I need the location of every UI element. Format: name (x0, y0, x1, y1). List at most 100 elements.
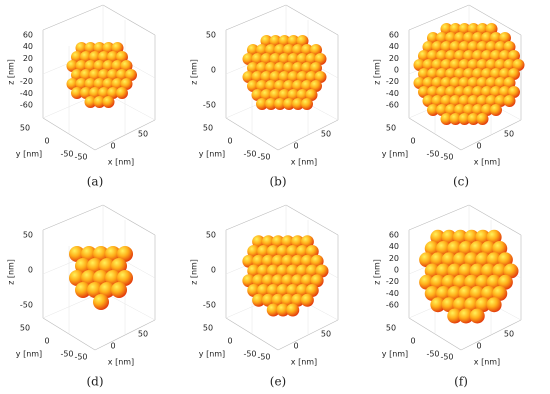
x-axis-label: x [nm] (291, 158, 317, 167)
sphere (300, 293, 314, 307)
sphere (247, 264, 261, 278)
sphere (497, 252, 513, 268)
sphere (260, 71, 273, 83)
sphere (458, 308, 474, 324)
sphere (447, 241, 463, 256)
sphere (265, 62, 277, 74)
x-tick-label: -50 (74, 153, 87, 162)
sphere (475, 252, 491, 268)
axis-line (468, 4, 522, 36)
sphere (424, 263, 440, 279)
sphere (305, 245, 319, 258)
sphere (419, 252, 435, 268)
sphere (485, 59, 498, 71)
sphere (431, 77, 444, 89)
sphere (283, 62, 295, 74)
sphere (296, 53, 309, 65)
sphere (125, 69, 137, 81)
sphere (494, 95, 507, 107)
sphere (256, 62, 268, 74)
axis-line (468, 204, 522, 236)
z-tick-label: -20 (386, 277, 399, 286)
z-tick-label: 0 (211, 266, 216, 275)
sphere (274, 98, 286, 110)
sphere (251, 53, 264, 65)
sphere (476, 41, 489, 53)
sphere (256, 80, 268, 92)
sphere (430, 252, 446, 268)
y-tick-label: 50 (203, 324, 213, 333)
sphere (305, 53, 318, 65)
sphere (274, 80, 286, 92)
sphere (449, 113, 462, 125)
sphere (111, 282, 127, 298)
sphere (276, 303, 290, 317)
sphere (431, 41, 444, 53)
sphere (80, 51, 92, 63)
sphere (436, 86, 448, 98)
sphere (242, 274, 256, 288)
sphere (452, 252, 468, 268)
y-tick-label: -50 (60, 350, 73, 359)
sphere (476, 77, 489, 89)
sphere (98, 87, 110, 99)
sphere (447, 286, 463, 301)
sphere (84, 78, 97, 90)
sphere (242, 71, 255, 83)
sphere (422, 77, 435, 89)
z-tick-label: 50 (206, 231, 216, 240)
sphere (503, 95, 516, 107)
sphere (87, 258, 103, 274)
sphere (472, 104, 484, 116)
x-tick-label: 50 (138, 130, 148, 139)
sphere (449, 23, 462, 35)
sphere (458, 241, 474, 256)
sphere (283, 98, 295, 110)
sphere (413, 59, 426, 71)
sphere (472, 68, 484, 80)
sphere (281, 293, 295, 307)
sphere (117, 270, 133, 286)
axis-line (408, 204, 470, 231)
sphere (486, 229, 502, 245)
x-tick-label: 50 (321, 130, 331, 139)
sphere (497, 274, 513, 290)
sphere (427, 32, 439, 44)
z-tick-label: 0 (394, 266, 399, 275)
sphere (265, 44, 277, 56)
sphere (292, 44, 304, 56)
z-tick-label: -20 (386, 77, 399, 86)
sphere (427, 68, 439, 80)
sphere (508, 68, 520, 80)
sphere (84, 42, 97, 54)
sphere (281, 235, 295, 249)
sphere (418, 68, 430, 80)
sphere (445, 104, 457, 116)
sphere (93, 96, 106, 108)
z-tick-label: -60 (386, 301, 399, 310)
z-tick-label: -40 (20, 89, 33, 98)
sphere (476, 95, 489, 107)
sphere (430, 229, 446, 245)
sphere (436, 68, 448, 80)
sphere (80, 69, 92, 81)
sphere (93, 60, 106, 72)
sphere (458, 263, 474, 279)
sphere (440, 95, 453, 107)
sphere (467, 41, 480, 53)
sphere (454, 50, 466, 62)
sphere (436, 263, 451, 279)
sphere (296, 71, 309, 83)
sphere (467, 95, 480, 107)
sphere (111, 78, 124, 90)
sphere (447, 263, 463, 279)
y-tick-label: 0 (227, 137, 232, 146)
sphere (71, 87, 83, 99)
sphere (499, 68, 511, 80)
panel: 50 0 -50 z [nm] 50 0 -50 y [nm] -50 0 50 x [nm] (b) (190, 4, 339, 189)
sphere (481, 32, 493, 44)
sphere (301, 80, 313, 92)
sphere (452, 229, 468, 245)
panel: 60 40 20 0 -20 -40 -60 z [nm] 50 0 -50 y [nm] -50 0 50… (373, 204, 522, 389)
y-axis-label: y [nm] (199, 150, 225, 159)
